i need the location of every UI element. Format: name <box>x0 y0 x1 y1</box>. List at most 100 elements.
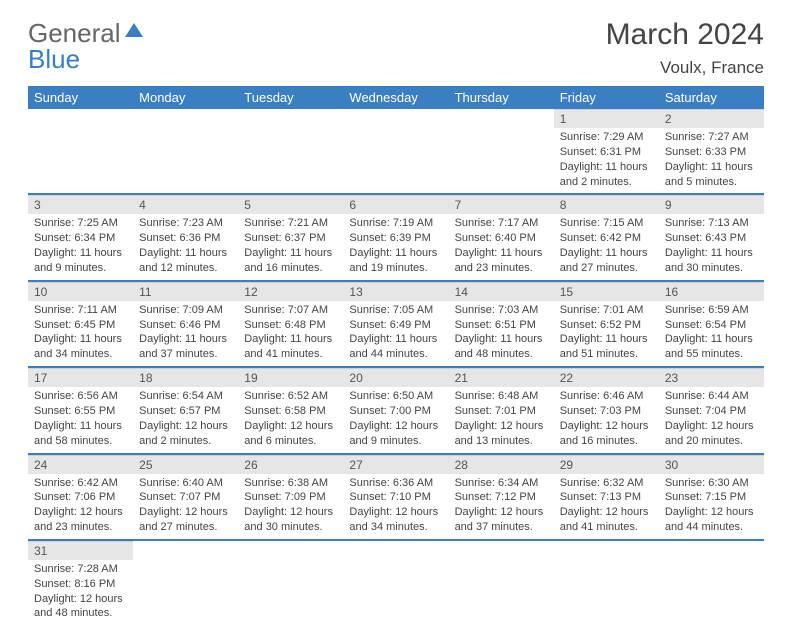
day-number: 6 <box>343 195 448 214</box>
day-number: 8 <box>554 195 659 214</box>
day-number: 11 <box>133 282 238 301</box>
title-block: March 2024 Voulx, France <box>606 18 764 78</box>
empty-day <box>133 541 238 559</box>
day-details: Sunrise: 7:23 AMSunset: 6:36 PMDaylight:… <box>133 214 238 279</box>
day-details: Sunrise: 6:30 AMSunset: 7:15 PMDaylight:… <box>659 474 764 539</box>
calendar-week-row: 17Sunrise: 6:56 AMSunset: 6:55 PMDayligh… <box>28 367 764 453</box>
calendar-table: SundayMondayTuesdayWednesdayThursdayFrid… <box>28 86 764 625</box>
month-title: March 2024 <box>606 18 764 52</box>
calendar-day-cell: 15Sunrise: 7:01 AMSunset: 6:52 PMDayligh… <box>554 281 659 367</box>
empty-day <box>449 541 554 559</box>
day-details: Sunrise: 6:40 AMSunset: 7:07 PMDaylight:… <box>133 474 238 539</box>
day-number: 14 <box>449 282 554 301</box>
calendar-week-row: 24Sunrise: 6:42 AMSunset: 7:06 PMDayligh… <box>28 454 764 540</box>
day-details: Sunrise: 6:56 AMSunset: 6:55 PMDaylight:… <box>28 387 133 452</box>
calendar-day-cell <box>343 540 448 625</box>
day-details: Sunrise: 7:21 AMSunset: 6:37 PMDaylight:… <box>238 214 343 279</box>
day-details: Sunrise: 6:34 AMSunset: 7:12 PMDaylight:… <box>449 474 554 539</box>
day-number: 27 <box>343 455 448 474</box>
calendar-day-cell: 26Sunrise: 6:38 AMSunset: 7:09 PMDayligh… <box>238 454 343 540</box>
weekday-header: Wednesday <box>343 86 448 109</box>
day-details: Sunrise: 7:19 AMSunset: 6:39 PMDaylight:… <box>343 214 448 279</box>
calendar-week-row: 31Sunrise: 7:28 AMSunset: 8:16 PMDayligh… <box>28 540 764 625</box>
calendar-day-cell: 13Sunrise: 7:05 AMSunset: 6:49 PMDayligh… <box>343 281 448 367</box>
calendar-day-cell: 27Sunrise: 6:36 AMSunset: 7:10 PMDayligh… <box>343 454 448 540</box>
calendar-day-cell: 5Sunrise: 7:21 AMSunset: 6:37 PMDaylight… <box>238 194 343 280</box>
calendar-day-cell <box>238 540 343 625</box>
day-number: 9 <box>659 195 764 214</box>
empty-day <box>238 109 343 127</box>
logo-triangle-icon <box>125 23 143 37</box>
day-number: 26 <box>238 455 343 474</box>
day-details: Sunrise: 6:38 AMSunset: 7:09 PMDaylight:… <box>238 474 343 539</box>
day-details: Sunrise: 7:28 AMSunset: 8:16 PMDaylight:… <box>28 560 133 625</box>
calendar-day-cell: 10Sunrise: 7:11 AMSunset: 6:45 PMDayligh… <box>28 281 133 367</box>
empty-day <box>659 541 764 559</box>
day-number: 5 <box>238 195 343 214</box>
day-number: 7 <box>449 195 554 214</box>
calendar-day-cell: 16Sunrise: 6:59 AMSunset: 6:54 PMDayligh… <box>659 281 764 367</box>
day-number: 31 <box>28 541 133 560</box>
calendar-day-cell <box>449 109 554 194</box>
weekday-header: Saturday <box>659 86 764 109</box>
calendar-day-cell <box>449 540 554 625</box>
day-number: 17 <box>28 368 133 387</box>
day-number: 16 <box>659 282 764 301</box>
empty-day <box>554 541 659 559</box>
day-number: 18 <box>133 368 238 387</box>
calendar-day-cell: 19Sunrise: 6:52 AMSunset: 6:58 PMDayligh… <box>238 367 343 453</box>
day-details: Sunrise: 7:09 AMSunset: 6:46 PMDaylight:… <box>133 301 238 366</box>
calendar-body: 1Sunrise: 7:29 AMSunset: 6:31 PMDaylight… <box>28 109 764 625</box>
day-details: Sunrise: 6:32 AMSunset: 7:13 PMDaylight:… <box>554 474 659 539</box>
calendar-header-row: SundayMondayTuesdayWednesdayThursdayFrid… <box>28 86 764 109</box>
calendar-week-row: 3Sunrise: 7:25 AMSunset: 6:34 PMDaylight… <box>28 194 764 280</box>
calendar-day-cell: 31Sunrise: 7:28 AMSunset: 8:16 PMDayligh… <box>28 540 133 625</box>
day-number: 28 <box>449 455 554 474</box>
calendar-day-cell: 4Sunrise: 7:23 AMSunset: 6:36 PMDaylight… <box>133 194 238 280</box>
day-details: Sunrise: 6:50 AMSunset: 7:00 PMDaylight:… <box>343 387 448 452</box>
day-details: Sunrise: 7:01 AMSunset: 6:52 PMDaylight:… <box>554 301 659 366</box>
brand-part2: Blue <box>28 44 80 75</box>
calendar-day-cell <box>28 109 133 194</box>
day-details: Sunrise: 6:48 AMSunset: 7:01 PMDaylight:… <box>449 387 554 452</box>
day-details: Sunrise: 6:59 AMSunset: 6:54 PMDaylight:… <box>659 301 764 366</box>
calendar-day-cell: 17Sunrise: 6:56 AMSunset: 6:55 PMDayligh… <box>28 367 133 453</box>
calendar-day-cell: 3Sunrise: 7:25 AMSunset: 6:34 PMDaylight… <box>28 194 133 280</box>
calendar-day-cell: 21Sunrise: 6:48 AMSunset: 7:01 PMDayligh… <box>449 367 554 453</box>
weekday-header: Tuesday <box>238 86 343 109</box>
calendar-day-cell: 28Sunrise: 6:34 AMSunset: 7:12 PMDayligh… <box>449 454 554 540</box>
calendar-day-cell: 24Sunrise: 6:42 AMSunset: 7:06 PMDayligh… <box>28 454 133 540</box>
day-details: Sunrise: 7:11 AMSunset: 6:45 PMDaylight:… <box>28 301 133 366</box>
day-number: 21 <box>449 368 554 387</box>
calendar-day-cell: 11Sunrise: 7:09 AMSunset: 6:46 PMDayligh… <box>133 281 238 367</box>
day-details: Sunrise: 6:46 AMSunset: 7:03 PMDaylight:… <box>554 387 659 452</box>
weekday-header: Monday <box>133 86 238 109</box>
calendar-day-cell: 18Sunrise: 6:54 AMSunset: 6:57 PMDayligh… <box>133 367 238 453</box>
empty-day <box>343 109 448 127</box>
day-number: 12 <box>238 282 343 301</box>
day-number: 20 <box>343 368 448 387</box>
calendar-day-cell: 6Sunrise: 7:19 AMSunset: 6:39 PMDaylight… <box>343 194 448 280</box>
calendar-day-cell <box>343 109 448 194</box>
calendar-day-cell: 29Sunrise: 6:32 AMSunset: 7:13 PMDayligh… <box>554 454 659 540</box>
day-details: Sunrise: 7:15 AMSunset: 6:42 PMDaylight:… <box>554 214 659 279</box>
day-details: Sunrise: 7:29 AMSunset: 6:31 PMDaylight:… <box>554 128 659 193</box>
empty-day <box>133 109 238 127</box>
day-number: 10 <box>28 282 133 301</box>
calendar-day-cell: 9Sunrise: 7:13 AMSunset: 6:43 PMDaylight… <box>659 194 764 280</box>
calendar-day-cell <box>133 540 238 625</box>
calendar-week-row: 10Sunrise: 7:11 AMSunset: 6:45 PMDayligh… <box>28 281 764 367</box>
calendar-day-cell: 1Sunrise: 7:29 AMSunset: 6:31 PMDaylight… <box>554 109 659 194</box>
calendar-day-cell: 23Sunrise: 6:44 AMSunset: 7:04 PMDayligh… <box>659 367 764 453</box>
day-details: Sunrise: 6:42 AMSunset: 7:06 PMDaylight:… <box>28 474 133 539</box>
day-number: 30 <box>659 455 764 474</box>
day-details: Sunrise: 6:44 AMSunset: 7:04 PMDaylight:… <box>659 387 764 452</box>
empty-day <box>343 541 448 559</box>
weekday-header: Friday <box>554 86 659 109</box>
day-details: Sunrise: 6:54 AMSunset: 6:57 PMDaylight:… <box>133 387 238 452</box>
calendar-day-cell: 8Sunrise: 7:15 AMSunset: 6:42 PMDaylight… <box>554 194 659 280</box>
day-number: 2 <box>659 109 764 128</box>
weekday-header: Sunday <box>28 86 133 109</box>
day-number: 25 <box>133 455 238 474</box>
day-number: 22 <box>554 368 659 387</box>
